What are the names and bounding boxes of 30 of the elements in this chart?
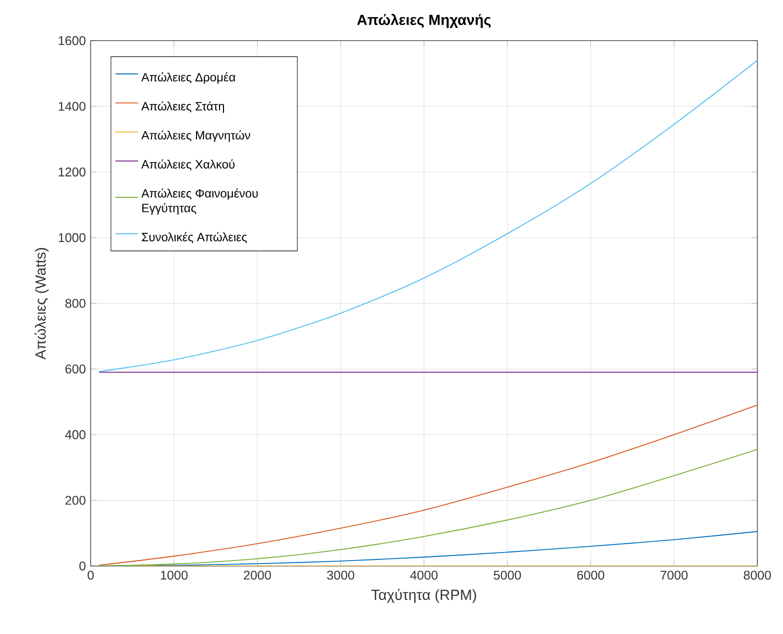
- y-tick-label: 1400: [58, 102, 86, 111]
- legend-label: Απώλειες Στάτη: [141, 101, 224, 113]
- y-tick-label: 1200: [58, 168, 86, 176]
- line-series: [98, 448, 758, 566]
- y-tick-label: 0: [79, 562, 86, 570]
- x-tick-label: 8000: [744, 570, 771, 580]
- x-tick-label: 4000: [410, 570, 438, 580]
- x-tick-label: 1000: [160, 570, 188, 580]
- x-tick-label: 3000: [327, 570, 354, 580]
- y-tick-label: 400: [65, 430, 86, 440]
- line-series: [98, 60, 758, 372]
- x-tick-label: 2000: [244, 570, 271, 580]
- legend-label: Απώλειες Φαινομένου Εγγύτητας: [141, 188, 258, 215]
- x-tick-label: 0: [88, 570, 94, 580]
- y-tick-label: 1600: [58, 36, 86, 46]
- chart-title: Απώλειες Μηχανής: [357, 14, 491, 28]
- y-tick-label: 200: [65, 496, 86, 505]
- x-axis-title: Ταχύτητα (RPM): [371, 588, 476, 603]
- y-tick-label: 1000: [58, 233, 86, 242]
- x-tick-label: 7000: [660, 570, 688, 580]
- legend-label: Απώλειες Χαλκού: [141, 159, 234, 171]
- x-tick-label: 5000: [494, 570, 521, 580]
- legend-label: Συνολικές Απώλειες: [142, 232, 247, 244]
- line-series: [98, 404, 758, 566]
- legend-label: Απώλειες Μαγνητών: [141, 130, 250, 142]
- y-axis-title: Απώλειες (Watts): [34, 248, 49, 360]
- y-tick-label: 600: [65, 364, 86, 374]
- y-tick-label: 800: [65, 298, 86, 308]
- legend-label: Απώλειες Δρομέα: [141, 72, 236, 84]
- x-tick-label: 6000: [577, 570, 604, 580]
